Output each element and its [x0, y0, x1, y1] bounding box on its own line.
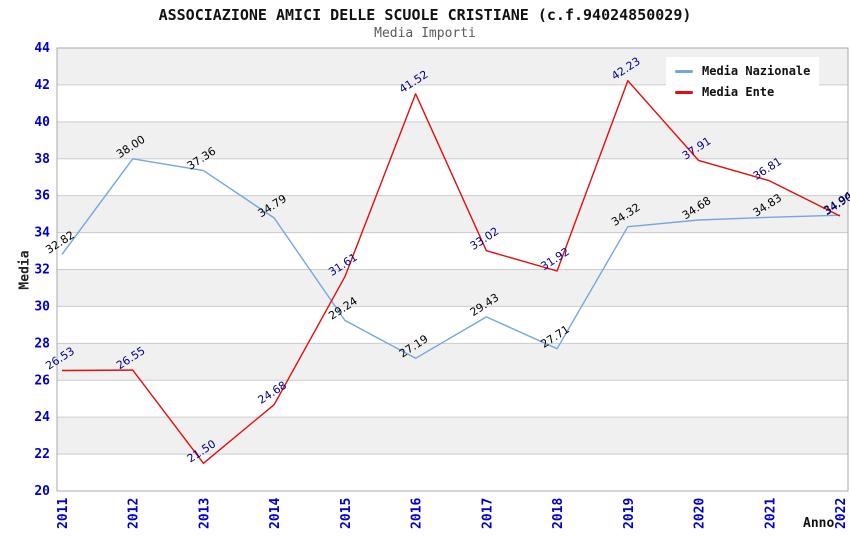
data-label: 24.68 [256, 379, 289, 407]
y-tick-label: 34 [34, 226, 50, 241]
plot-band [57, 195, 848, 233]
x-tick-label: 2012 [127, 498, 142, 529]
legend: Media Nazionale Media Ente [666, 57, 820, 106]
plot-band [57, 417, 848, 455]
y-tick-label: 24 [34, 410, 50, 425]
y-tick-label: 32 [34, 263, 50, 278]
x-tick-label: 2014 [268, 498, 283, 529]
y-tick-label: 30 [34, 299, 50, 314]
y-tick-label: 40 [34, 115, 50, 130]
series-line-media-nazionale [61, 158, 841, 359]
data-label: 31.92 [538, 245, 571, 273]
chart-title: ASSOCIAZIONE AMICI DELLE SCUOLE CRISTIAN… [158, 6, 692, 24]
x-tick-label: 2018 [551, 498, 566, 529]
y-tick-label: 36 [34, 189, 50, 204]
x-tick-label: 2015 [339, 498, 354, 529]
plot-band [57, 269, 848, 307]
legend-line-swatch-icon [675, 69, 693, 73]
x-tick-label: 2021 [763, 498, 778, 529]
legend-line-swatch-icon [675, 90, 693, 94]
series-line-media-ente [61, 79, 841, 464]
plot-band [57, 343, 848, 381]
y-tick-label: 20 [34, 484, 50, 499]
x-tick-label: 2022 [834, 498, 849, 529]
x-tick-label: 2019 [622, 498, 637, 529]
y-tick-label: 28 [34, 336, 50, 351]
y-tick-label: 22 [34, 447, 50, 462]
y-tick-label: 44 [34, 41, 50, 56]
plot-band [57, 121, 848, 159]
x-tick-label: 2011 [56, 498, 71, 529]
legend-label: Media Ente [702, 85, 775, 99]
x-tick-label: 2020 [693, 498, 708, 529]
plot-border [56, 47, 849, 492]
y-axis-title: Media [17, 250, 33, 290]
x-tick-label: 2013 [197, 498, 212, 529]
y-tick-label: 26 [34, 373, 50, 388]
chart-subtitle: Media Importi [374, 26, 476, 41]
y-tick-label: 42 [34, 78, 50, 93]
legend-item: Media Ente [675, 85, 810, 99]
x-tick-label: 2017 [480, 498, 495, 529]
legend-label: Media Nazionale [702, 64, 811, 78]
y-tick-label: 38 [34, 152, 50, 167]
legend-item: Media Nazionale [675, 64, 810, 78]
x-axis-title: Anno [803, 516, 835, 531]
x-tick-label: 2016 [410, 498, 425, 529]
